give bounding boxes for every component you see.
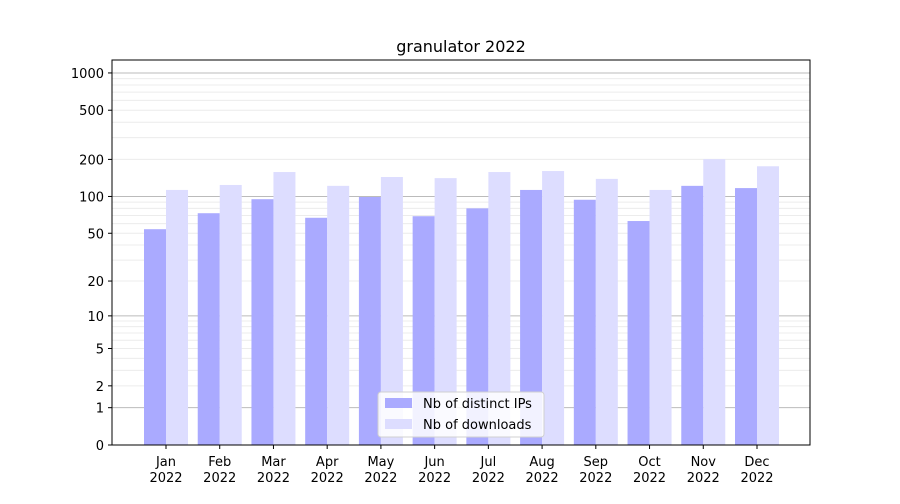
bar-downloads (434, 178, 457, 445)
bar-distinct-ips (573, 199, 596, 445)
x-tick-label: Aug 2022 (526, 455, 559, 486)
x-tick-label: Jan 2022 (149, 455, 182, 486)
bar-downloads (219, 184, 242, 445)
legend-swatch (385, 419, 412, 429)
bar-distinct-ips (735, 188, 757, 446)
bar-downloads (542, 171, 565, 445)
bar-distinct-ips (627, 221, 650, 445)
legend-label: Nb of downloads (423, 418, 532, 433)
bar-downloads (166, 189, 188, 445)
y-tick-label: 50 (87, 227, 104, 242)
legend-box (377, 391, 545, 438)
y-tick-label: 1000 (71, 67, 104, 82)
y-tick-label: 5 (96, 343, 104, 358)
chart-title: granulator 2022 (396, 37, 526, 56)
x-tick-label: Dec 2022 (740, 455, 773, 486)
legend-label: Nb of distinct IPs (423, 397, 532, 412)
bar-downloads (757, 166, 779, 445)
bar-distinct-ips (305, 217, 328, 445)
y-tick-label: 20 (87, 275, 104, 290)
bar-downloads (649, 189, 672, 445)
x-tick-label: May 2022 (364, 455, 397, 486)
x-tick-label: Jul 2022 (472, 455, 505, 486)
bar-downloads (703, 159, 726, 446)
bar-distinct-ips (520, 189, 543, 445)
bar-downloads (327, 185, 350, 446)
plot-frame (111, 59, 811, 446)
legend: Nb of distinct IPs Nb of downloads (377, 391, 545, 438)
y-tick-label: 10 (87, 310, 104, 325)
x-tick-label: Apr 2022 (311, 455, 344, 486)
y-tick-label: 1 (96, 402, 104, 417)
bar-downloads (488, 172, 511, 445)
bar-distinct-ips (412, 216, 435, 445)
y-tick-label: 2 (96, 380, 104, 395)
y-tick-label: 500 (79, 104, 104, 119)
legend-swatch (385, 398, 412, 408)
bar-downloads (380, 176, 403, 446)
bar-distinct-ips (144, 229, 166, 445)
x-tick-label: Nov 2022 (687, 455, 720, 486)
y-tick-label: 0 (96, 439, 104, 454)
bar-distinct-ips (251, 199, 274, 445)
x-tick-label: Sep 2022 (579, 455, 612, 486)
x-tick-label: Oct 2022 (633, 455, 666, 486)
y-tick-label: 100 (79, 190, 104, 205)
bar-distinct-ips (197, 213, 220, 445)
bar-distinct-ips (681, 185, 704, 446)
x-tick-label: Feb 2022 (203, 455, 236, 486)
y-tick-label: 200 (79, 153, 104, 168)
bar-distinct-ips (466, 208, 489, 445)
bar-distinct-ips (358, 197, 381, 445)
bar-downloads (273, 172, 296, 445)
bar-downloads (595, 178, 618, 445)
x-tick-label: Jun 2022 (418, 455, 451, 486)
x-tick-label: Mar 2022 (257, 455, 290, 486)
